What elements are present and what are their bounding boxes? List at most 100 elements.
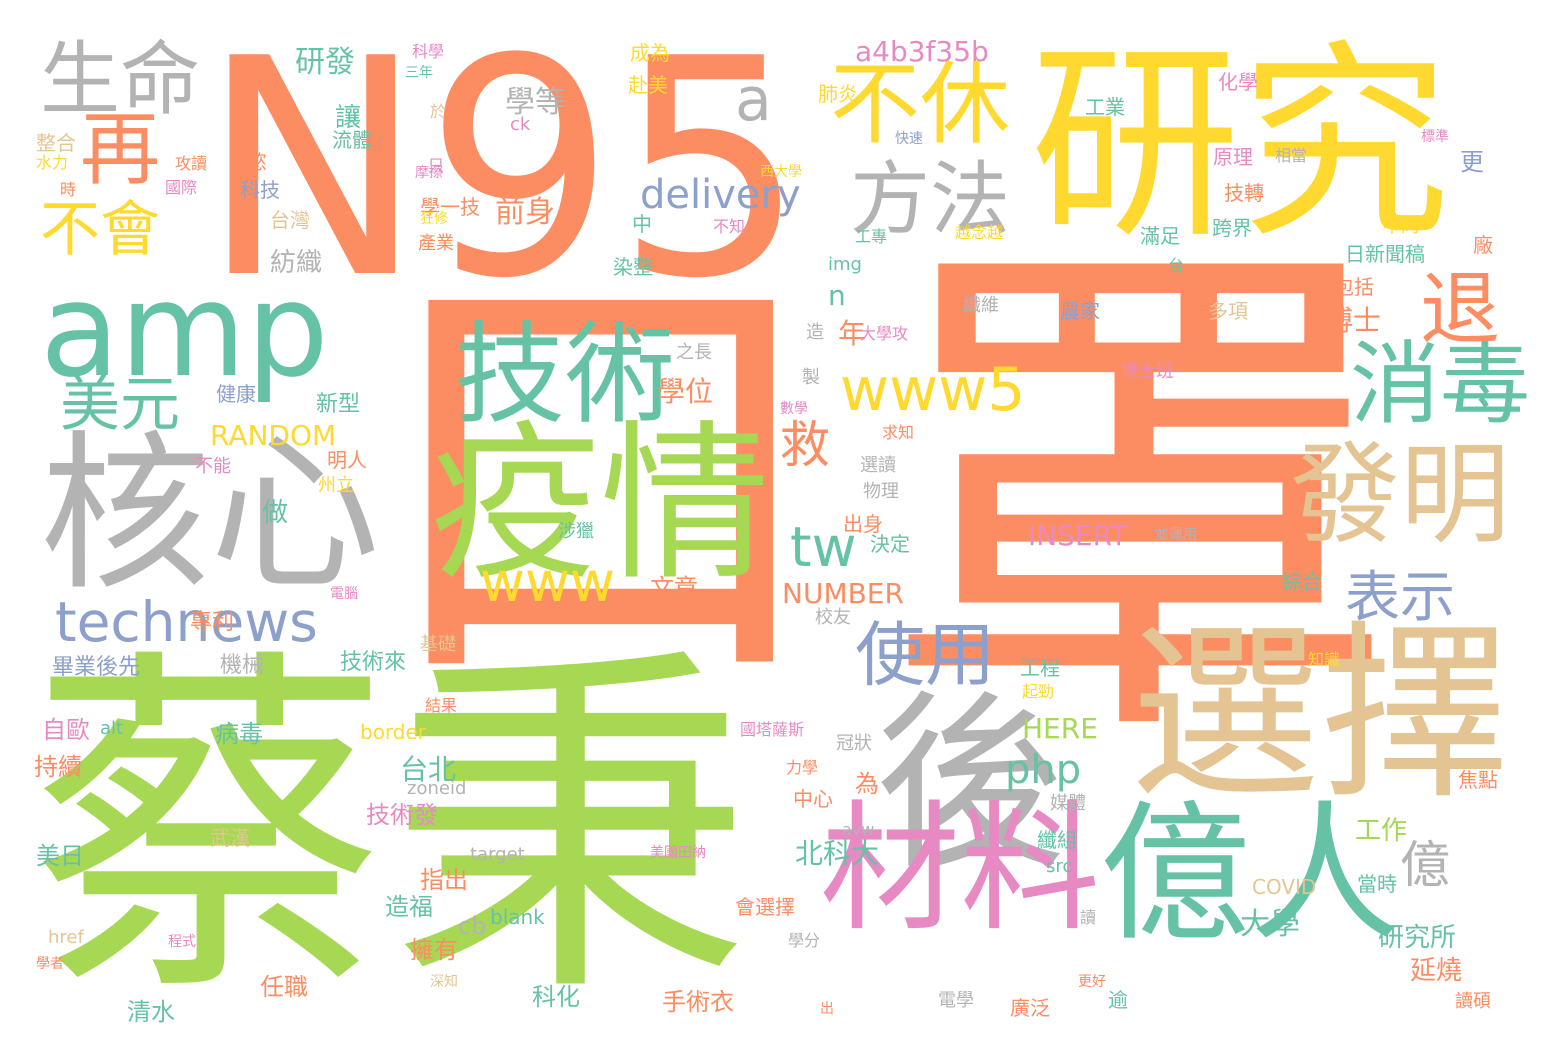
- word-86: 跨界: [1212, 216, 1252, 240]
- word-38: 年: [838, 317, 867, 350]
- word-28: tw: [790, 515, 857, 579]
- word-156: 摩擦: [415, 165, 443, 181]
- word-126: 物理: [863, 481, 899, 502]
- word-72: 健康: [216, 382, 256, 406]
- word-45: 研究所: [1378, 923, 1457, 953]
- word-41: INSERT: [1028, 519, 1128, 552]
- word-20: 不會: [40, 195, 160, 265]
- word-60: 擁有: [410, 936, 458, 964]
- word-90: 農家: [1060, 299, 1100, 323]
- word-154: 只: [428, 156, 445, 175]
- word-146: 明人: [327, 448, 367, 472]
- word-125: 出身: [843, 512, 883, 536]
- word-175: 台: [1168, 256, 1185, 275]
- word-24: 表示: [1345, 565, 1456, 629]
- word-167: 學分: [788, 931, 821, 950]
- word-143: 產業: [418, 233, 454, 254]
- word-8: 疫情: [430, 406, 771, 604]
- word-173: 更好: [1078, 974, 1106, 990]
- word-171: 深知: [430, 974, 458, 990]
- word-159: 整合: [36, 131, 76, 155]
- word-18: 生命: [40, 33, 200, 126]
- word-115: ck: [510, 114, 531, 135]
- word-127: 選讀: [860, 455, 896, 476]
- word-98: 焦點: [1458, 768, 1498, 792]
- word-23: 使用: [855, 614, 995, 696]
- word-97: 綜合: [1282, 570, 1322, 594]
- word-50: HERE: [1022, 712, 1098, 745]
- word-42: NUMBER: [782, 577, 904, 610]
- word-52: 讓: [335, 103, 362, 133]
- word-49: 工作: [1355, 816, 1408, 846]
- word-43: 北科大: [795, 837, 880, 870]
- word-102: 逾: [1108, 988, 1128, 1012]
- word-149: 涉獵: [558, 521, 594, 542]
- word-79: 工業: [1085, 95, 1125, 119]
- word-6: 核心: [40, 416, 381, 614]
- word-109: href: [48, 927, 84, 948]
- word-100: COVID: [1252, 875, 1317, 899]
- word-138: 美國田納: [650, 845, 706, 861]
- word-135: 知識: [1308, 650, 1341, 669]
- word-94: 相當: [1275, 146, 1308, 165]
- word-27: a: [735, 65, 772, 135]
- word-133: 造: [806, 322, 824, 343]
- word-157: 慾: [247, 150, 267, 174]
- word-114: avw: [842, 820, 875, 839]
- word-134: 校友: [815, 607, 851, 628]
- word-74: 科技: [240, 178, 280, 202]
- word-73: 新型: [316, 392, 361, 417]
- word-111: alt: [100, 718, 124, 739]
- word-160: 水力: [36, 153, 69, 172]
- word-54: 文章: [650, 574, 698, 602]
- word-132: 製: [802, 367, 820, 388]
- word-92: 更: [1460, 148, 1484, 176]
- word-152: 電腦: [330, 586, 358, 602]
- word-95: 廠: [1473, 233, 1493, 257]
- word-136: 博士班: [1120, 361, 1174, 382]
- word-47: 博士: [1325, 304, 1382, 337]
- word-1: N95: [200, 0, 807, 344]
- word-64: 病毒: [215, 720, 263, 748]
- word-9: 技術: [455, 311, 675, 439]
- word-106: blank: [490, 905, 545, 929]
- word-80: 肺炎: [818, 82, 858, 106]
- word-116: img: [828, 254, 862, 275]
- word-89: 多項: [1208, 299, 1248, 323]
- word-37: 學位: [657, 375, 714, 408]
- word-107: cb: [458, 912, 487, 940]
- word-150: 基礎: [420, 634, 456, 655]
- word-172: 出: [820, 1001, 834, 1017]
- word-58: 清水: [127, 998, 175, 1026]
- word-0: 罩: [880, 197, 1400, 803]
- word-121: 纖組: [1037, 828, 1077, 852]
- word-120: 媒體: [1050, 793, 1086, 814]
- word-67: 美日: [36, 842, 84, 870]
- word-76: 學一技: [420, 195, 480, 219]
- word-21: 美元: [60, 370, 180, 440]
- word-44: 大學: [1240, 907, 1300, 942]
- word-141: 快速: [895, 131, 923, 147]
- word-108: target: [470, 844, 525, 865]
- word-2: 口: [370, 212, 830, 747]
- word-33: a4b3f35b: [855, 35, 989, 68]
- word-56: 手術衣: [662, 988, 734, 1016]
- word-15: 退: [1420, 263, 1500, 356]
- word-88: 包括: [1334, 275, 1374, 299]
- word-110: border: [360, 720, 427, 744]
- word-75: 台灣: [270, 208, 310, 232]
- word-16: 不休: [830, 52, 1010, 157]
- word-118: 力學: [786, 758, 819, 777]
- word-112: zoneid: [407, 778, 467, 799]
- word-46: 延燒: [1410, 956, 1463, 986]
- word-145: 不知: [713, 217, 746, 236]
- word-29: 救: [780, 416, 830, 474]
- word-144: 狂修: [420, 211, 448, 227]
- word-30: delivery: [640, 172, 801, 218]
- word-32: php: [1005, 747, 1082, 793]
- word-35: 學等: [505, 85, 565, 120]
- word-34: 研發: [295, 45, 355, 80]
- word-162: 國際: [165, 178, 198, 197]
- word-25: www5: [840, 355, 1026, 425]
